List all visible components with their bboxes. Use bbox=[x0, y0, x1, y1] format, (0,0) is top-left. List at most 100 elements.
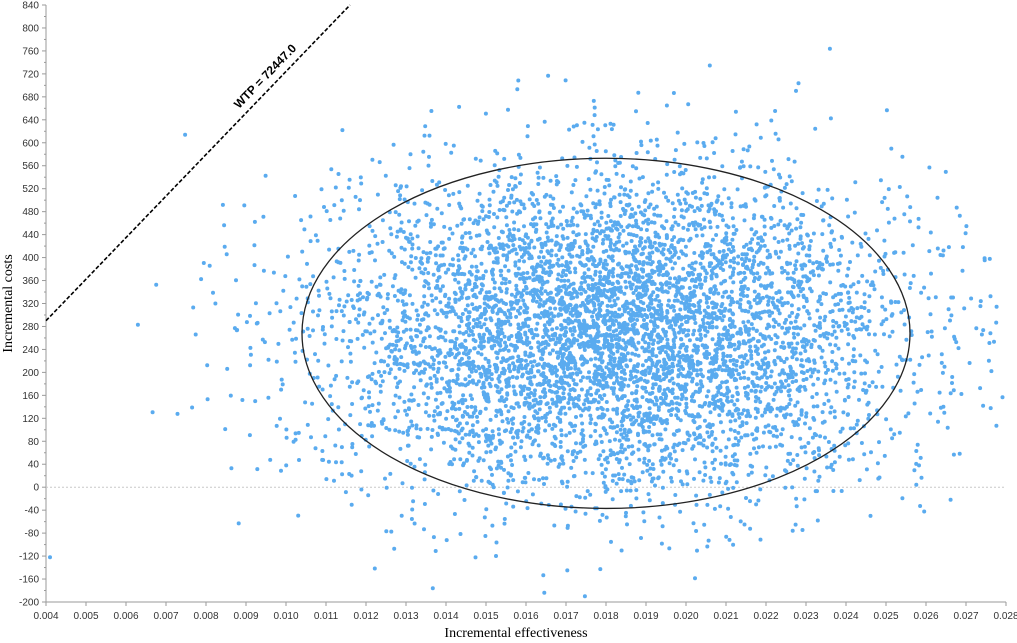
scatter-point bbox=[681, 296, 685, 301]
scatter-point bbox=[444, 365, 449, 369]
scatter-point bbox=[882, 238, 887, 243]
scatter-point bbox=[724, 445, 729, 450]
scatter-point bbox=[762, 185, 767, 190]
scatter-point bbox=[334, 373, 339, 378]
scatter-point bbox=[890, 436, 895, 441]
scatter-point bbox=[635, 267, 640, 271]
scatter-point bbox=[561, 362, 566, 367]
scatter-point bbox=[588, 334, 593, 339]
scatter-point bbox=[672, 298, 677, 303]
scatter-point bbox=[828, 241, 833, 246]
scatter-point bbox=[502, 521, 507, 526]
scatter-point bbox=[322, 205, 326, 209]
scatter-point bbox=[356, 320, 361, 325]
scatter-point bbox=[384, 426, 389, 430]
scatter-point bbox=[567, 127, 572, 132]
scatter-point bbox=[702, 308, 707, 313]
scatter-point bbox=[693, 321, 698, 325]
scatter-point bbox=[912, 468, 917, 473]
scatter-point bbox=[765, 375, 770, 380]
scatter-point bbox=[617, 438, 622, 443]
scatter-point bbox=[630, 451, 634, 456]
scatter-point bbox=[583, 232, 588, 237]
scatter-point bbox=[614, 328, 619, 333]
scatter-point bbox=[444, 538, 449, 543]
scatter-point bbox=[867, 332, 871, 337]
scatter-point bbox=[826, 331, 831, 336]
scatter-point bbox=[591, 257, 596, 262]
scatter-point bbox=[603, 258, 608, 263]
scatter-point bbox=[485, 303, 490, 308]
scatter-point bbox=[477, 276, 482, 281]
scatter-point bbox=[665, 309, 670, 313]
scatter-point bbox=[522, 259, 526, 264]
scatter-point bbox=[305, 261, 309, 266]
scatter-point bbox=[721, 218, 725, 223]
scatter-point bbox=[588, 413, 593, 418]
scatter-point bbox=[777, 311, 782, 316]
x-tick-label: 0.023 bbox=[793, 611, 818, 622]
scatter-point bbox=[417, 266, 422, 271]
scatter-point bbox=[555, 336, 560, 341]
scatter-point bbox=[503, 404, 508, 408]
scatter-point bbox=[616, 342, 621, 347]
scatter-point bbox=[692, 251, 697, 255]
scatter-point bbox=[602, 474, 607, 479]
scatter-point bbox=[398, 185, 403, 190]
scatter-point bbox=[720, 318, 725, 323]
scatter-point bbox=[568, 353, 573, 358]
scatter-point bbox=[702, 460, 707, 465]
scatter-point bbox=[410, 507, 415, 512]
scatter-point bbox=[761, 335, 766, 340]
scatter-point bbox=[748, 344, 753, 349]
scatter-point bbox=[534, 327, 539, 332]
scatter-point bbox=[700, 374, 705, 379]
scatter-point bbox=[846, 332, 851, 337]
scatter-point bbox=[536, 175, 541, 180]
scatter-point bbox=[672, 235, 677, 240]
scatter-point bbox=[604, 262, 609, 267]
scatter-point bbox=[730, 394, 735, 399]
y-tick-label: 80 bbox=[28, 437, 40, 448]
scatter-point bbox=[571, 124, 576, 129]
scatter-point bbox=[812, 338, 817, 343]
scatter-point bbox=[558, 411, 563, 416]
scatter-point bbox=[733, 132, 738, 137]
scatter-point bbox=[430, 298, 435, 303]
scatter-point bbox=[154, 282, 159, 287]
scatter-point bbox=[439, 401, 444, 406]
scatter-point bbox=[378, 282, 383, 287]
scatter-point bbox=[749, 322, 754, 327]
scatter-point bbox=[802, 323, 807, 328]
scatter-point bbox=[474, 369, 478, 374]
scatter-point bbox=[385, 292, 390, 297]
scatter-point bbox=[502, 517, 507, 521]
scatter-point bbox=[336, 405, 341, 410]
scatter-point bbox=[299, 311, 304, 316]
scatter-point bbox=[848, 260, 852, 264]
scatter-point bbox=[633, 374, 638, 379]
scatter-point bbox=[611, 122, 616, 127]
scatter-point bbox=[458, 286, 463, 291]
scatter-point bbox=[735, 398, 740, 403]
scatter-point bbox=[925, 330, 930, 335]
scatter-point bbox=[750, 312, 755, 317]
scatter-point bbox=[631, 325, 636, 330]
scatter-point bbox=[323, 434, 328, 439]
scatter-point bbox=[584, 333, 589, 338]
scatter-point bbox=[759, 385, 764, 389]
scatter-point bbox=[603, 489, 608, 494]
scatter-point bbox=[611, 391, 616, 396]
scatter-point bbox=[831, 324, 836, 329]
scatter-point bbox=[673, 322, 678, 327]
scatter-point bbox=[867, 294, 872, 299]
scatter-point bbox=[652, 414, 656, 419]
scatter-point bbox=[583, 511, 588, 516]
scatter-point bbox=[739, 330, 744, 335]
scatter-point bbox=[558, 209, 562, 214]
scatter-point bbox=[750, 237, 755, 242]
scatter-point bbox=[506, 234, 511, 239]
scatter-point bbox=[600, 512, 605, 517]
scatter-point bbox=[533, 397, 538, 402]
y-tick-label: 40 bbox=[28, 460, 40, 471]
